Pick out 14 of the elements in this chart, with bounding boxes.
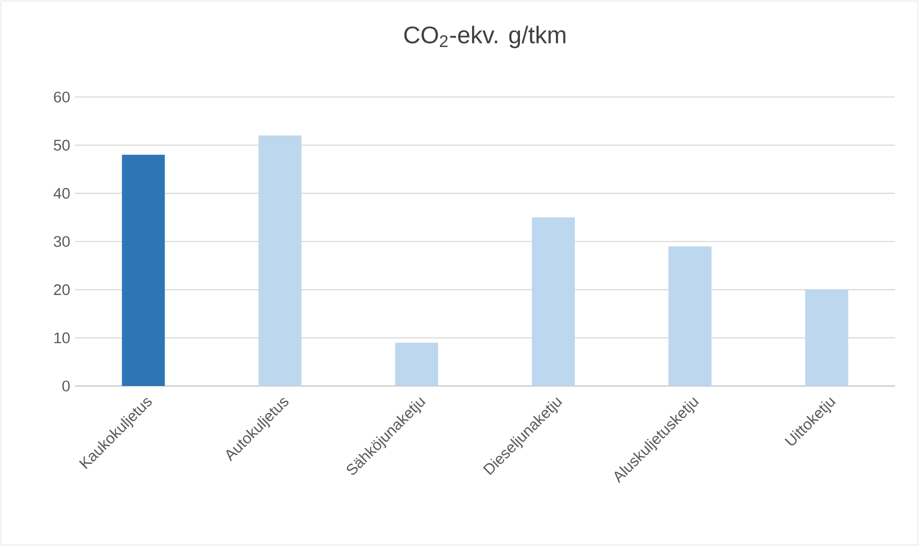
- y-tick-label: 0: [62, 380, 70, 392]
- y-tick-label: 10: [54, 332, 70, 344]
- bar: [122, 154, 165, 386]
- bar: [532, 217, 575, 386]
- bar: [805, 290, 848, 386]
- bar: [258, 136, 302, 386]
- bar: [395, 342, 438, 386]
- y-tick-label: 50: [54, 140, 70, 151]
- chart-title: CO$_{2}$-ekv. g/tkm: [404, 26, 566, 48]
- y-tick-label: 40: [54, 188, 70, 199]
- y-tick-label: 30: [54, 236, 70, 247]
- bar: [668, 246, 712, 386]
- y-tick-label: 20: [54, 284, 70, 296]
- y-tick-label: 60: [54, 92, 70, 102]
